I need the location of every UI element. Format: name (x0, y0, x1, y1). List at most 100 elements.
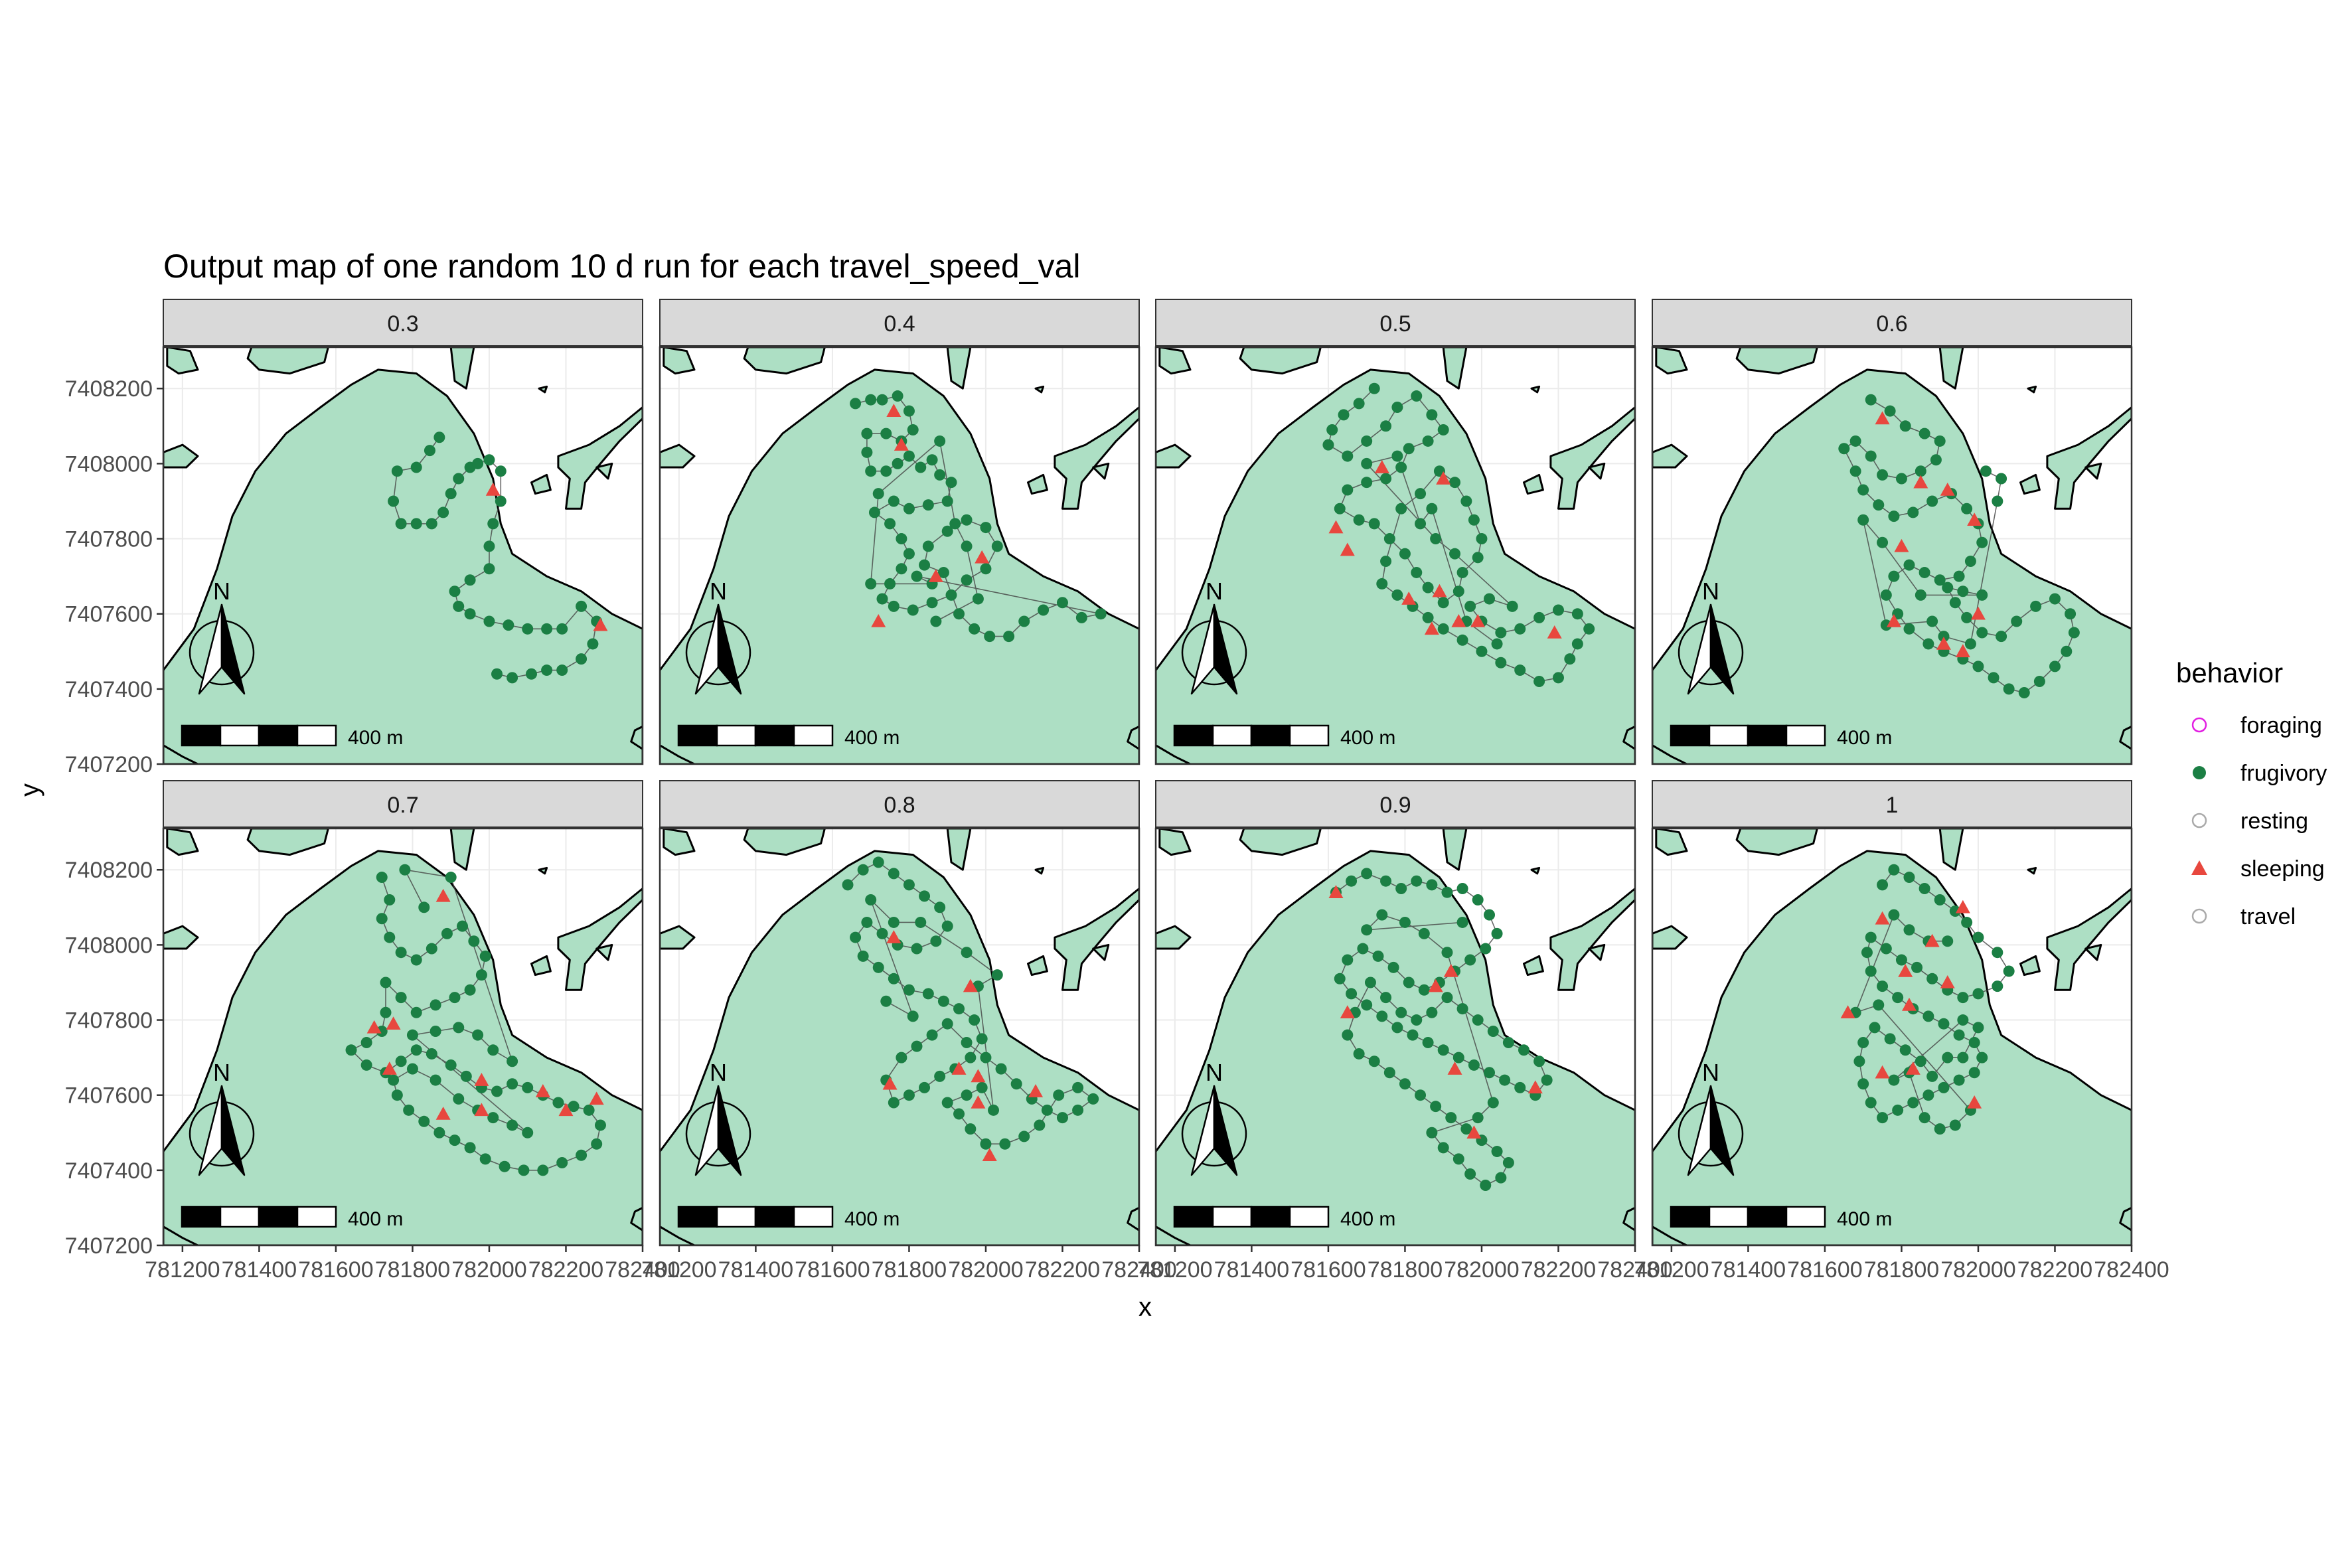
frugivory-point (1361, 868, 1373, 880)
forest-patch (2046, 888, 2132, 991)
frugivory-point (1892, 1104, 1904, 1116)
frugivory-point (1942, 935, 1954, 947)
frugivory-point (410, 1006, 422, 1018)
frugivory-point (472, 457, 484, 469)
forest-patch (1158, 828, 1192, 856)
frugivory-point (2033, 676, 2045, 688)
x-tick-label: 781200 (1137, 1257, 1212, 1283)
frugivory-point (1888, 510, 1900, 522)
frugivory-point (1888, 909, 1900, 921)
frugivory-point (507, 672, 518, 684)
frugivory-point (903, 405, 915, 417)
frugivory-point (568, 1101, 580, 1113)
frugivory-point (972, 593, 984, 605)
facet-panel-7: 1 N 400 m (1651, 780, 2133, 1247)
frugivory-point (922, 540, 934, 552)
scale-bar-segment (716, 1206, 757, 1228)
frugivory-point (865, 465, 877, 477)
north-label: N (1702, 578, 1719, 605)
frugivory-point (1326, 424, 1338, 435)
legend-label-sleeping: sleeping (2240, 856, 2325, 882)
frugivory-point (594, 1119, 606, 1131)
frugivory-point (1506, 600, 1518, 612)
frugivory-point (941, 495, 953, 507)
frugivory-point (969, 623, 980, 635)
frugivory-point (1437, 597, 1449, 609)
frugivory-point (1961, 611, 1973, 623)
frugivory-point (1018, 1131, 1030, 1142)
frugivory-point (1403, 977, 1415, 988)
frugivory-point (1487, 1026, 1499, 1038)
sleeping-point (1470, 614, 1486, 627)
y-axis: 7407200 7407400 7407600 7407800 7408000 74082… (65, 376, 163, 1259)
frugivory-point (1880, 619, 1892, 631)
frugivory-point (1460, 1123, 1472, 1135)
frugivory-point (880, 428, 892, 439)
forest-patch (946, 347, 972, 390)
facet-strip (1155, 299, 1636, 347)
forest-patch (1156, 443, 1192, 469)
frugivory-point (437, 507, 449, 518)
frugivory-point (1353, 398, 1365, 410)
frugivory-point (984, 631, 996, 643)
frugivory-point (418, 1115, 430, 1127)
frugivory-point (384, 931, 396, 943)
frugivory-point (1342, 484, 1354, 496)
forest-patch (530, 473, 552, 495)
frugivory-point (552, 1097, 564, 1109)
sleeping-point (894, 437, 909, 451)
panel-border (659, 346, 1140, 765)
frugivory-point (876, 593, 888, 605)
frugivory-point (445, 1059, 457, 1071)
facet-panel-3: 0.6 N 400 m (1651, 299, 2133, 765)
y-tick-label: 7407600 (65, 1083, 153, 1109)
forest-patch (1549, 888, 1635, 991)
panel-border (162, 346, 644, 765)
sleeping-point (1547, 625, 1562, 639)
frugivory-point (980, 522, 992, 534)
sleeping-point (386, 1016, 401, 1030)
frugivory-point (1391, 1022, 1403, 1034)
forest-patch (166, 347, 199, 375)
scale-bar-segment (1747, 724, 1788, 747)
forest-patch (246, 347, 329, 375)
forest-patch (2084, 462, 2102, 480)
sleeping-point (435, 1106, 451, 1120)
frugivory-point (1395, 461, 1407, 473)
frugivory-point (1395, 883, 1407, 895)
frugivory-point (1426, 409, 1438, 421)
frugivory-point (1456, 566, 1468, 578)
frugivory-point (445, 488, 457, 500)
frugivory-point (1387, 961, 1399, 973)
scale-bar-segment (677, 724, 718, 747)
forest-patch (946, 828, 972, 871)
frugivory-point (1437, 1044, 1449, 1056)
frugivory-point (1996, 631, 2007, 643)
scale-bar-segment (1747, 1206, 1788, 1228)
facet-strip-label: 1 (1886, 793, 1899, 818)
sleeping-point (951, 1061, 967, 1075)
sleeping-point (1970, 606, 1986, 620)
frugivory-point (395, 947, 407, 959)
legend-key-travel (2191, 908, 2207, 924)
frugivory-point (1957, 992, 1969, 1004)
panel-content: N 400 m (1156, 347, 1635, 764)
frugivory-point (1968, 1036, 1980, 1048)
frugivory-point (1095, 608, 1107, 620)
frugivory-point (1380, 875, 1392, 887)
scale-bar-label: 400 m (1340, 727, 1395, 749)
y-tick-label: 7407800 (65, 1008, 153, 1034)
frugivory-point (453, 473, 465, 485)
frugivory-point (930, 935, 942, 947)
frugivory-point (2049, 661, 2061, 672)
scale-bar-segment (1173, 1206, 1214, 1228)
frugivory-point (1884, 405, 1896, 417)
frugivory-point (1407, 1029, 1419, 1041)
frugivory-point (903, 879, 915, 891)
frugivory-point (868, 507, 880, 518)
frugivory-point (410, 461, 422, 473)
frugivory-point (1926, 1070, 1938, 1082)
frugivory-point (1996, 473, 2007, 485)
frugivory-point (380, 977, 392, 988)
north-label: N (1206, 1059, 1223, 1086)
